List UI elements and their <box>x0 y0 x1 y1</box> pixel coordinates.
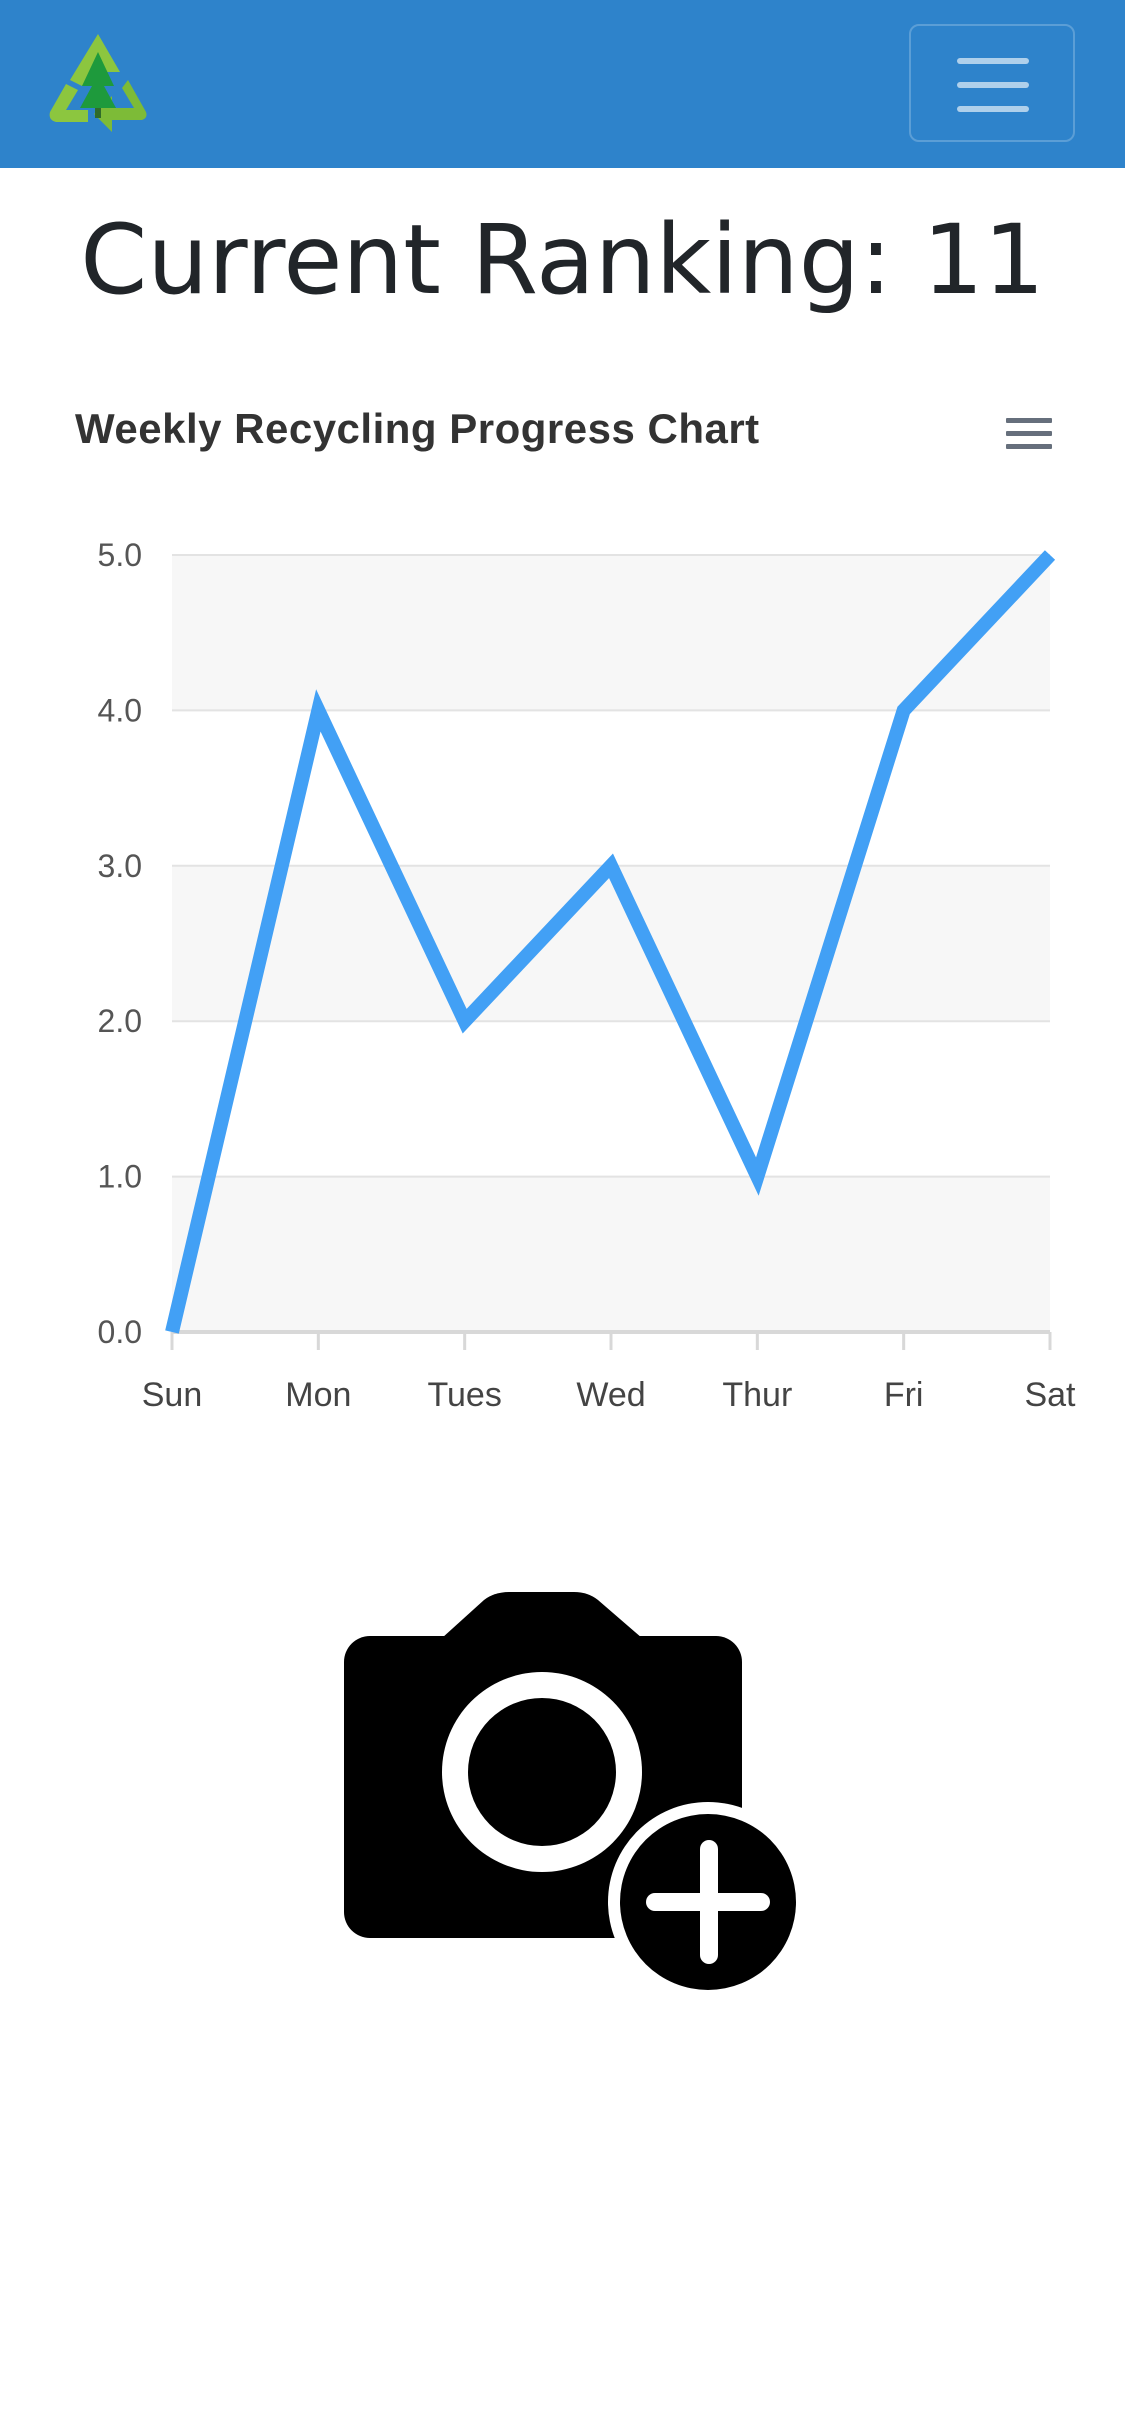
x-tick-label: Thur <box>722 1376 792 1414</box>
x-tick-label: Tues <box>428 1376 502 1414</box>
recycle-tree-logo-icon[interactable] <box>42 28 154 140</box>
plot-band <box>172 865 1050 1022</box>
hamburger-menu-icon <box>957 58 1029 64</box>
camera-add-icon <box>344 1592 808 2002</box>
chart-context-menu-icon[interactable] <box>1000 414 1058 454</box>
x-tick-label: Wed <box>576 1376 645 1414</box>
chart-menu-bar-top <box>1006 418 1052 423</box>
y-tick-label: 1.0 <box>98 1159 142 1195</box>
plot-band <box>172 555 1050 711</box>
navbar-toggle-button[interactable] <box>909 24 1075 142</box>
current-ranking-heading: Current Ranking: 11 <box>80 204 1045 316</box>
y-tick-label: 2.0 <box>98 1003 142 1039</box>
y-tick-label: 0.0 <box>98 1314 142 1350</box>
x-tick-label: Sat <box>1024 1376 1076 1414</box>
series-line-recycling <box>165 550 1056 1334</box>
weekly-recycling-line-chart: 0.0 1.0 2.0 3.0 4.0 5.0 Sun Mon Tues Wed Thur Fri S… <box>98 537 1077 1414</box>
navbar <box>0 0 1125 168</box>
y-tick-label: 4.0 <box>98 692 142 728</box>
y-tick-label: 5.0 <box>98 537 142 573</box>
chart-title: Weekly Recycling Progress Chart <box>75 405 760 452</box>
add-photo-button[interactable] <box>342 1580 808 2002</box>
x-tick-label: Fri <box>884 1376 924 1414</box>
x-tick-label: Sun <box>142 1376 203 1414</box>
chart-menu-bar-bottom <box>1006 444 1052 449</box>
chart-menu-bar-middle <box>1006 431 1052 436</box>
y-tick-label: 3.0 <box>98 848 142 884</box>
hamburger-bar-bottom <box>957 106 1029 112</box>
hamburger-bar-middle <box>957 82 1029 88</box>
plot-band <box>172 1176 1050 1332</box>
x-tick-label: Mon <box>285 1376 351 1414</box>
